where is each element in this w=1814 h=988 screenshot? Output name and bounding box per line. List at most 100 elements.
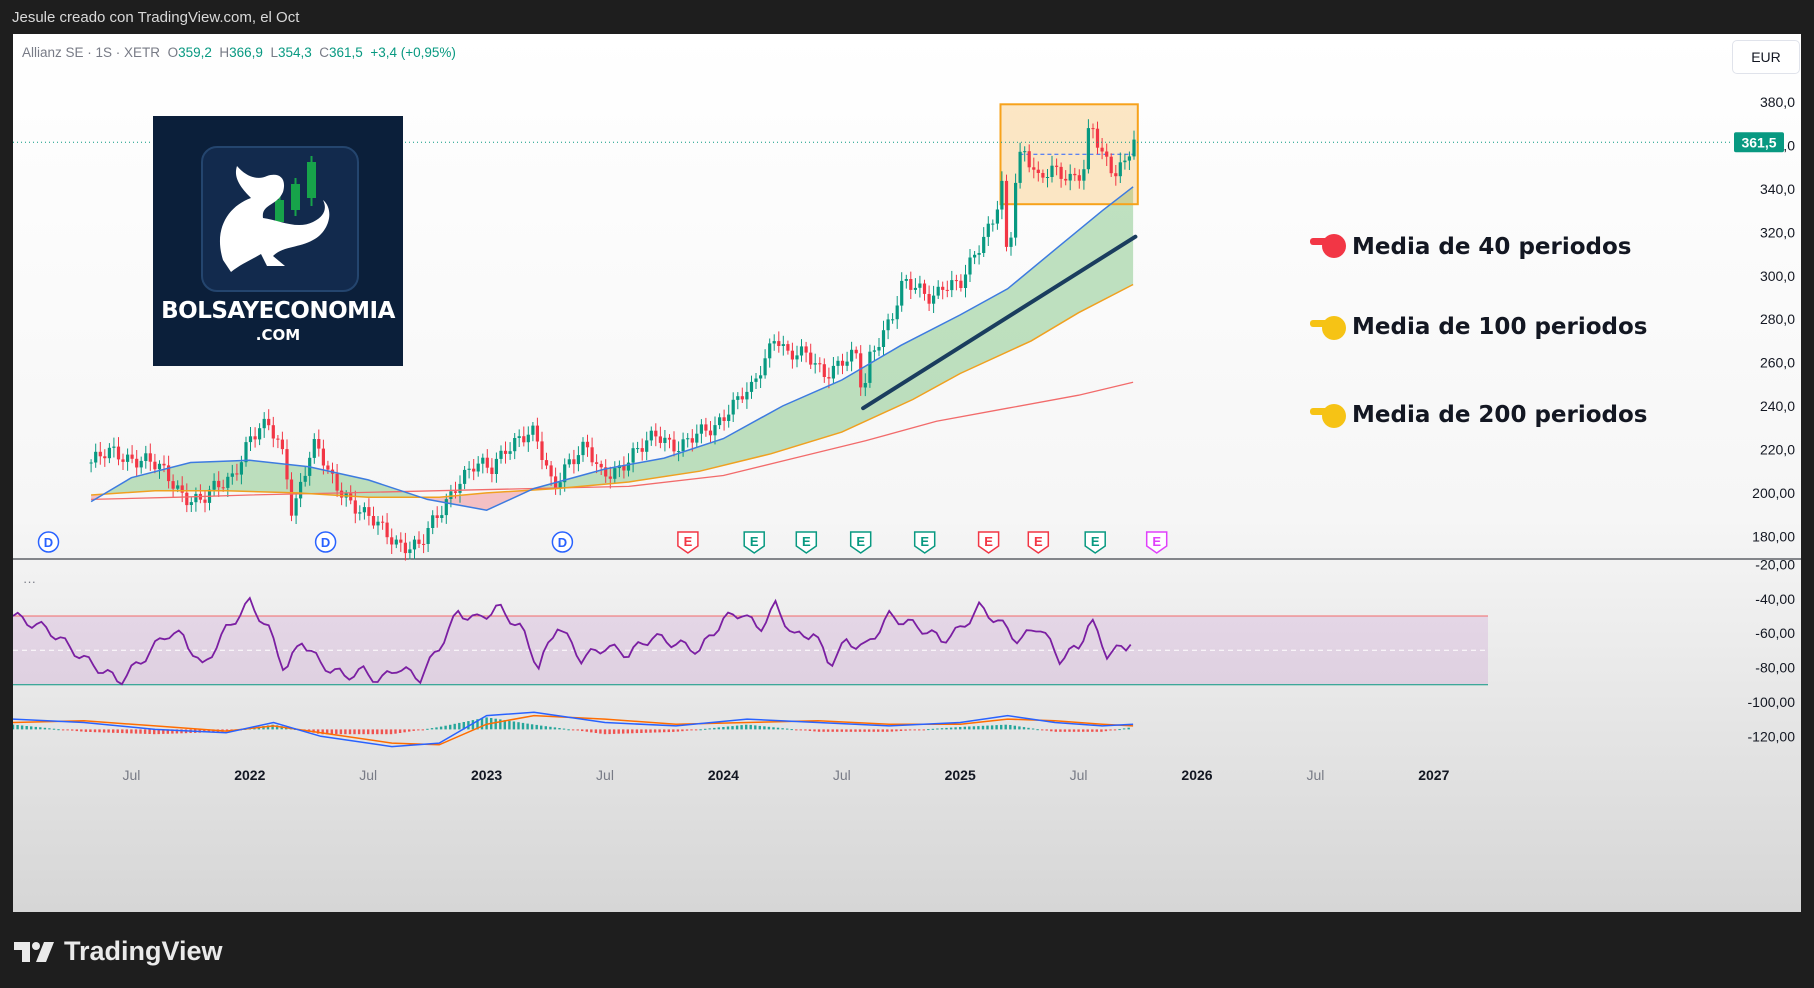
candle-body bbox=[877, 347, 881, 351]
candle-body bbox=[831, 365, 835, 379]
pointing-hand-red-icon-palm bbox=[1322, 234, 1346, 258]
candle-body bbox=[1023, 151, 1027, 153]
candle-body bbox=[809, 352, 813, 365]
candle-body bbox=[991, 223, 995, 225]
candle-body bbox=[299, 481, 303, 499]
candle-body bbox=[1000, 180, 1004, 210]
oscillator-axis-label: -80,00 bbox=[1755, 660, 1795, 676]
candle-body bbox=[1064, 178, 1068, 181]
macd-histogram-bar bbox=[503, 720, 506, 730]
currency-button[interactable]: EUR bbox=[1732, 40, 1800, 74]
earnings-marker-label: E bbox=[750, 534, 759, 549]
macd-histogram-bar bbox=[316, 729, 320, 734]
candle-body bbox=[94, 451, 98, 463]
candle-body bbox=[581, 441, 585, 456]
candle-body bbox=[913, 287, 917, 290]
symbol-legend[interactable]: Allianz SE · 1S · XETR O359,2 H366,9 L35… bbox=[22, 45, 456, 60]
candle-body bbox=[367, 507, 371, 516]
time-axis-label: Jul bbox=[359, 767, 377, 783]
candle-body bbox=[499, 450, 503, 459]
oscillator-axis-label: -20,00 bbox=[1755, 556, 1795, 572]
candle-body bbox=[463, 469, 467, 484]
price-axis-label: 200,00 bbox=[1752, 485, 1795, 501]
macd-histogram-bar bbox=[330, 729, 333, 735]
candle-body bbox=[763, 358, 767, 376]
macd-histogram-bar bbox=[357, 729, 361, 735]
macd-histogram-bar bbox=[981, 725, 985, 730]
macd-histogram-bar bbox=[1127, 727, 1130, 730]
macd-histogram-bar bbox=[745, 724, 748, 730]
macd-histogram-bar bbox=[1109, 729, 1112, 731]
footer-brand[interactable]: TradingView bbox=[14, 936, 223, 967]
bearish-cloud-fill bbox=[422, 490, 527, 510]
candle-body bbox=[403, 542, 407, 554]
macd-histogram-bar bbox=[571, 729, 575, 731]
candle-body bbox=[535, 425, 539, 442]
macd-histogram-bar bbox=[353, 729, 356, 735]
earnings-marker-label: E bbox=[984, 534, 993, 549]
macd-histogram-bar bbox=[576, 729, 579, 731]
macd-histogram-bar bbox=[708, 728, 711, 730]
candle-body bbox=[444, 499, 448, 516]
candle-body bbox=[135, 458, 139, 468]
chart-canvas[interactable]: 180,00 200,00 220,0 240,0 260,0 280,0 300,0 320… bbox=[13, 34, 1801, 912]
candle-body bbox=[212, 480, 216, 490]
macd-histogram-bar bbox=[553, 727, 557, 730]
dividend-marker bbox=[37, 531, 60, 553]
pointing-hand-red-icon bbox=[1310, 234, 1346, 258]
candle-body bbox=[1055, 165, 1059, 167]
candle-body bbox=[116, 446, 121, 460]
candle-body bbox=[139, 460, 143, 468]
macd-histogram-bar bbox=[813, 729, 816, 732]
candle-body bbox=[426, 528, 430, 544]
macd-histogram-bar bbox=[175, 729, 179, 734]
candle-body bbox=[513, 438, 517, 452]
candle-body bbox=[649, 430, 653, 441]
candle-body bbox=[777, 341, 781, 346]
candle-body bbox=[891, 319, 895, 321]
candle-body bbox=[622, 465, 626, 471]
candle-body bbox=[718, 417, 722, 426]
macd-histogram-bar bbox=[822, 729, 825, 732]
macd-histogram-bar bbox=[877, 729, 880, 732]
macd-histogram-bar bbox=[485, 717, 488, 730]
oscillator-axis-label: -100,00 bbox=[1748, 694, 1796, 710]
candle-body bbox=[932, 295, 936, 304]
macd-histogram-bar bbox=[348, 729, 352, 735]
macd-histogram-bar bbox=[480, 718, 484, 730]
candle-body bbox=[1118, 162, 1122, 177]
macd-histogram-bar bbox=[763, 726, 766, 730]
macd-histogram-bar bbox=[899, 729, 903, 731]
candle-body bbox=[381, 521, 385, 523]
macd-histogram-bar bbox=[71, 729, 74, 731]
macd-histogram-bar bbox=[458, 722, 461, 730]
candle-body bbox=[681, 439, 685, 452]
time-axis-label: 2024 bbox=[708, 767, 739, 783]
earnings-marker bbox=[849, 531, 872, 554]
macd-histogram-bar bbox=[398, 729, 402, 733]
candle-body bbox=[686, 438, 690, 440]
candle-body bbox=[1041, 173, 1045, 178]
macd-histogram-bar bbox=[162, 729, 165, 734]
macd-histogram-bar bbox=[512, 721, 516, 730]
macd-histogram-bar bbox=[52, 728, 56, 730]
macd-histogram-bar bbox=[781, 728, 784, 730]
high-label: H bbox=[219, 45, 230, 60]
candle-body bbox=[963, 274, 968, 288]
chart-area[interactable]: 180,00 200,00 220,0 240,0 260,0 280,0 300,0 320… bbox=[13, 34, 1801, 912]
macd-histogram-bar bbox=[508, 720, 511, 730]
macd-histogram-bar bbox=[266, 725, 270, 730]
candle-body bbox=[157, 463, 162, 470]
candle-body bbox=[312, 439, 316, 458]
low-value: 354,3 bbox=[277, 45, 312, 60]
macd-histogram-bar bbox=[430, 728, 434, 730]
candle-body bbox=[435, 515, 439, 518]
rsi-line bbox=[13, 596, 1132, 686]
candle-body bbox=[704, 424, 708, 431]
macd-histogram-bar bbox=[990, 725, 994, 730]
macd-histogram-bar bbox=[790, 729, 793, 731]
symbol-name[interactable]: Allianz SE · 1S · XETR bbox=[22, 45, 161, 60]
candle-body bbox=[740, 396, 744, 400]
macd-histogram-bar bbox=[271, 724, 274, 730]
candle-body bbox=[485, 457, 489, 468]
